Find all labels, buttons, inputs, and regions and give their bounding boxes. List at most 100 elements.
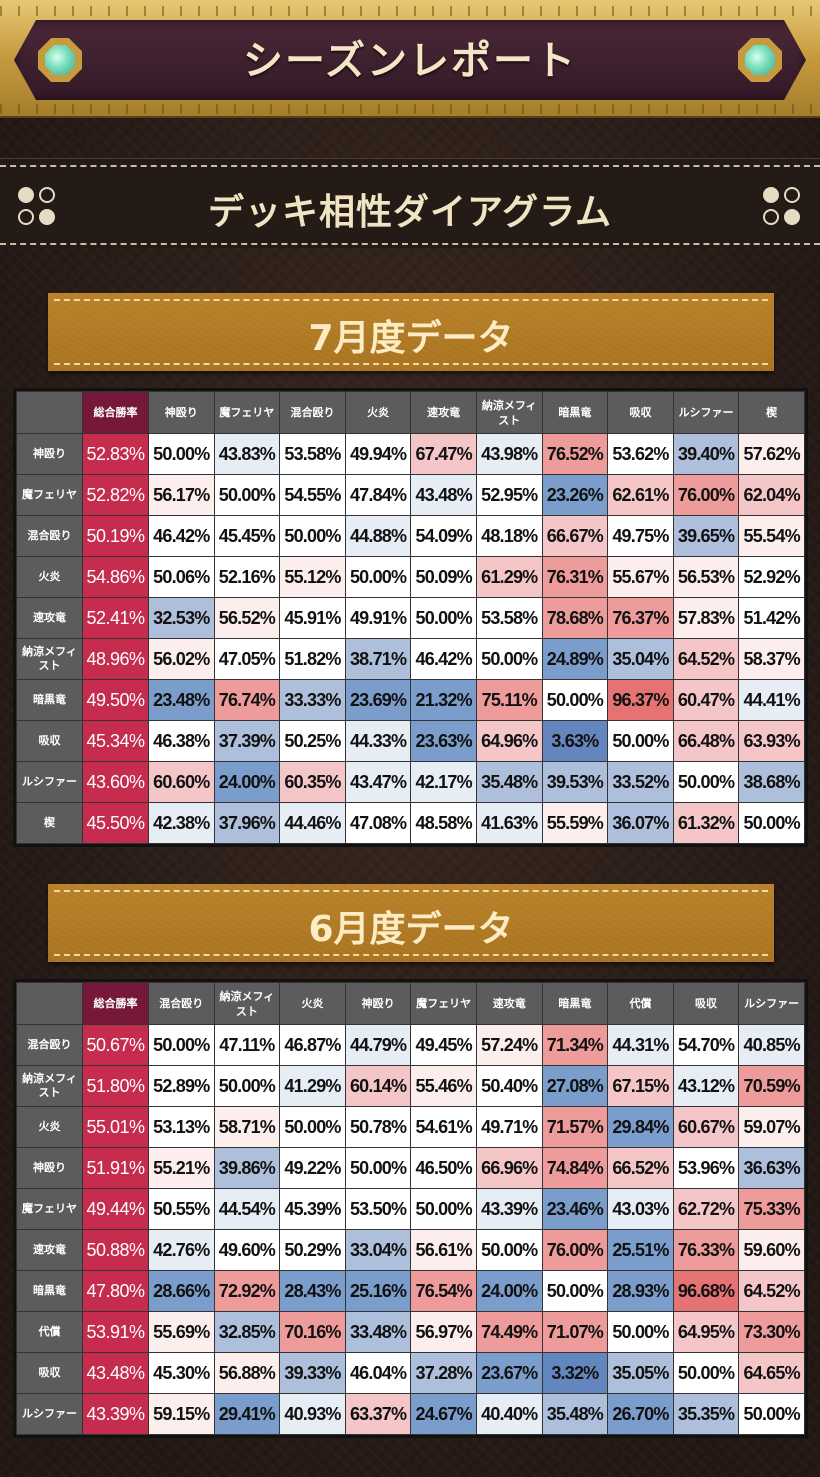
matchup-cell: 50.00% [738,802,805,844]
row-header: 納涼メフィスト [16,638,83,680]
matchup-cell: 49.45% [410,1024,477,1066]
matchup-cell: 35.04% [607,638,674,680]
matchup-cell: 55.69% [148,1311,215,1353]
matchup-cell: 57.62% [738,433,805,475]
matchup-table-june: 総合勝率 混合殴り 納涼メフィスト 火炎 神殴り 魔フェリヤ 速攻竜 暗黒竜 代償 吸収 ルシファー… [13,979,808,1438]
table-row: 納涼メフィスト 48.96% 56.02% 47.05% 51.82% 38.71% 46.… [16,638,805,680]
table-row: 火炎 55.01% 53.13% 58.71% 50.00% 50.78% 54.61% 49… [16,1106,805,1148]
matchup-cell: 50.00% [148,433,215,475]
matchup-cell: 59.60% [738,1229,805,1271]
column-header: 速攻竜 [410,391,477,434]
matchup-cell: 42.17% [410,761,477,803]
matchup-cell: 56.52% [213,597,281,639]
matchup-cell: 76.37% [607,597,674,639]
matchup-cell: 50.00% [279,515,346,557]
matchup-cell: 70.16% [279,1311,346,1353]
table-row: 混合殴り 50.19% 46.42% 45.45% 50.00% 44.88% 54.09%… [16,515,805,557]
matchup-cell: 56.53% [672,556,740,598]
table-row: 納涼メフィスト 51.80% 52.89% 50.00% 41.29% 60.14% 55.… [16,1065,805,1107]
row-header: 吸収 [16,720,83,762]
table-row: 魔フェリヤ 52.82% 56.17% 50.00% 54.55% 47.84% 43.48… [16,474,805,516]
matchup-cell: 27.08% [541,1065,609,1107]
matchup-cell: 64.96% [475,720,543,762]
table-row: 暗黒竜 49.50% 23.48% 76.74% 33.33% 23.69% 21.32% 7… [16,679,805,721]
row-header: 代償 [16,1311,83,1353]
matchup-cell: 41.63% [475,802,543,844]
table-row: 速攻竜 50.88% 42.76% 49.60% 50.29% 33.04% 56.61% 5… [16,1229,805,1271]
matchup-cell: 45.30% [148,1352,215,1394]
column-header: 火炎 [344,391,412,434]
total-win-rate: 55.01% [82,1106,149,1148]
matchup-cell: 23.46% [541,1188,609,1230]
matchup-cell: 47.11% [213,1024,281,1066]
matchup-cell: 35.05% [607,1352,674,1394]
matchup-cell: 66.67% [541,515,609,557]
matchup-cell: 50.00% [607,720,674,762]
matchup-cell: 46.04% [344,1352,412,1394]
row-header: 混合殴り [16,515,83,557]
matchup-cell: 50.00% [410,1188,477,1230]
matchup-cell: 56.97% [410,1311,477,1353]
column-header-total: 総合勝率 [82,982,149,1025]
matchup-cell: 50.00% [148,1024,215,1066]
matchup-cell: 47.05% [213,638,281,680]
matchup-cell: 43.98% [475,433,543,475]
matchup-cell: 72.92% [213,1270,281,1312]
matchup-cell: 46.42% [148,515,215,557]
matchup-cell: 35.48% [541,1393,609,1435]
matchup-cell: 45.91% [279,597,346,639]
total-win-rate: 47.80% [82,1270,149,1312]
matchup-cell: 3.32% [541,1352,609,1394]
row-header: 神殴り [16,1147,83,1189]
matchup-cell: 36.07% [607,802,674,844]
total-win-rate: 45.50% [82,802,149,844]
table-row: 魔フェリヤ 49.44% 50.55% 44.54% 45.39% 53.50% 50.00… [16,1188,805,1230]
table-row: ルシファー 43.39% 59.15% 29.41% 40.93% 63.37% 24.67… [16,1393,805,1435]
matchup-cell: 33.33% [279,679,346,721]
row-header: 火炎 [16,556,83,598]
matchup-cell: 50.00% [410,597,477,639]
top-banner: シーズンレポート [0,0,820,118]
matchup-cell: 53.58% [279,433,346,475]
matchup-cell: 45.45% [213,515,281,557]
matchup-cell: 45.39% [279,1188,346,1230]
matchup-cell: 71.07% [541,1311,609,1353]
table-row: 代償 53.91% 55.69% 32.85% 70.16% 33.48% 56.97% 74… [16,1311,805,1353]
matchup-cell: 67.47% [410,433,477,475]
table-row: 神殴り 52.83% 50.00% 43.83% 53.58% 49.94% 67.47% 4… [16,433,805,475]
matchup-cell: 23.63% [410,720,477,762]
matchup-cell: 43.03% [607,1188,674,1230]
matchup-cell: 25.51% [607,1229,674,1271]
matchup-cell: 64.52% [738,1270,805,1312]
column-header: 神殴り [148,391,215,434]
matchup-cell: 46.50% [410,1147,477,1189]
matchup-cell: 55.59% [541,802,609,844]
matchup-cell: 50.00% [607,1311,674,1353]
matchup-cell: 23.26% [541,474,609,516]
matchup-cell: 59.15% [148,1393,215,1435]
matchup-cell: 42.38% [148,802,215,844]
column-header: 暗黒竜 [541,982,609,1025]
matchup-cell: 59.07% [738,1106,805,1148]
matchup-cell: 37.96% [213,802,281,844]
matchup-cell: 24.00% [475,1270,543,1312]
column-header: 火炎 [279,982,346,1025]
matchup-cell: 50.55% [148,1188,215,1230]
matchup-cell: 50.78% [344,1106,412,1148]
matchup-cell: 23.48% [148,679,215,721]
matchup-cell: 61.29% [475,556,543,598]
matchup-cell: 24.00% [213,761,281,803]
column-header: 吸収 [672,982,740,1025]
matchup-cell: 56.88% [213,1352,281,1394]
matchup-cell: 67.15% [607,1065,674,1107]
matchup-cell: 73.30% [738,1311,805,1353]
corner-cell [16,391,83,434]
row-header: ルシファー [16,761,83,803]
matchup-cell: 55.12% [279,556,346,598]
matchup-cell: 39.65% [672,515,740,557]
column-header: 納涼メフィスト [475,391,543,434]
emerald-gem-icon [38,38,82,82]
row-header: 火炎 [16,1106,83,1148]
table-row: 速攻竜 52.41% 32.53% 56.52% 45.91% 49.91% 50.00% 5… [16,597,805,639]
matchup-cell: 43.47% [344,761,412,803]
